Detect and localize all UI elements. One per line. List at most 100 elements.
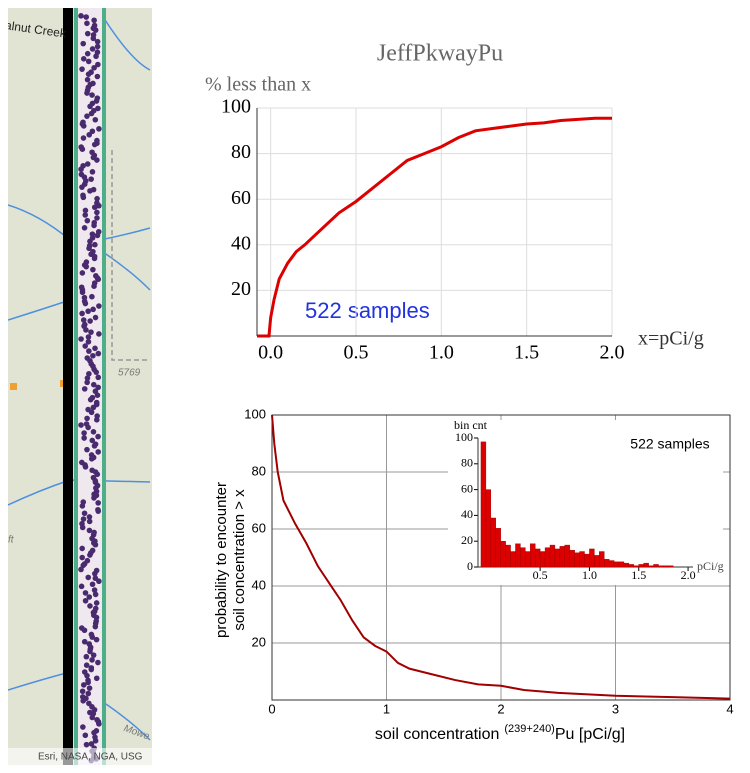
- sample-dot: [94, 232, 101, 239]
- y-tick-label: 100: [221, 96, 251, 118]
- sample-dot: [91, 17, 97, 24]
- sample-dot: [90, 266, 96, 273]
- sample-dot: [91, 255, 98, 262]
- histogram-bar: [648, 565, 654, 568]
- histogram-bar: [559, 546, 565, 568]
- sample-dot: [84, 20, 90, 27]
- map-label: 5769: [118, 368, 141, 379]
- histogram-bar: [549, 544, 556, 568]
- histogram-bar: [544, 547, 551, 568]
- sample-dot: [92, 314, 99, 321]
- sample-dot: [80, 194, 87, 201]
- sample-dot: [87, 188, 93, 194]
- map: Walnut Creek 5769 ft Mowe Esri, NASA, NG…: [8, 8, 152, 765]
- sample-dot: [95, 449, 101, 455]
- histogram-bar: [599, 551, 605, 568]
- histogram-bar: [480, 441, 487, 568]
- sample-dot: [84, 375, 91, 381]
- sample-dot: [87, 603, 93, 609]
- sample-dot: [88, 329, 94, 335]
- histogram-bar: [490, 517, 496, 568]
- sample-dot: [95, 276, 102, 283]
- x-tick-label: 1.5: [514, 342, 539, 364]
- sample-dot: [80, 55, 87, 62]
- x-tick-label: 1.0: [429, 342, 454, 364]
- y-tick-label: 80: [461, 456, 473, 470]
- x-axis-label-part: Pu [pCi/g]: [555, 726, 625, 743]
- y-tick-label: 20: [231, 278, 251, 300]
- sample-dot: [89, 657, 95, 663]
- sample-dot: [94, 157, 100, 163]
- sample-dot: [79, 184, 85, 190]
- sample-dot: [93, 636, 100, 643]
- sample-dot: [94, 73, 101, 80]
- sample-dot: [84, 379, 90, 386]
- sample-dot: [94, 209, 100, 216]
- sample-dot: [96, 578, 102, 585]
- sample-dot: [94, 38, 101, 45]
- sample-dot: [79, 310, 85, 317]
- stream: [8, 11, 151, 741]
- sample-dot: [92, 116, 99, 123]
- sample-dot: [89, 46, 96, 52]
- sample-dot: [79, 270, 86, 276]
- sample-dot: [95, 105, 101, 112]
- sample-dot: [86, 245, 92, 252]
- y-axis-label: % less than x: [205, 74, 311, 96]
- sample-dot: [91, 204, 98, 211]
- y-axis-label: soil concentration > x: [231, 489, 248, 631]
- sample-dot: [87, 238, 93, 245]
- x-tick-label: 3: [612, 701, 619, 716]
- histogram-bar: [628, 564, 635, 568]
- sample-dot: [90, 404, 97, 411]
- histogram-bar: [663, 565, 669, 568]
- sample-dot: [80, 317, 87, 323]
- sample-dot: [92, 27, 99, 33]
- histogram-bar: [584, 553, 590, 568]
- y-tick-label: 20: [461, 533, 473, 547]
- sample-dot: [90, 428, 97, 435]
- histogram-bar: [495, 528, 501, 568]
- sample-dot: [80, 516, 87, 522]
- sample-dot: [91, 283, 97, 289]
- sample-dot: [86, 594, 93, 600]
- sample-dot: [87, 552, 93, 558]
- sample-dot: [92, 570, 98, 577]
- histogram-bar: [668, 565, 674, 568]
- sample-dot: [94, 392, 101, 399]
- sample-dot: [92, 737, 99, 744]
- sample-dot: [96, 303, 102, 309]
- sample-dot: [81, 430, 87, 436]
- sample-dot: [95, 433, 101, 440]
- histogram-bar: [554, 548, 561, 568]
- sample-dot: [86, 131, 93, 138]
- sample-dot: [82, 343, 89, 349]
- sample-dot: [84, 161, 91, 167]
- histogram-bar: [638, 564, 644, 568]
- sample-dot: [80, 123, 87, 129]
- histogram-bar: [653, 564, 659, 568]
- x-axis-label-part: soil concentration: [375, 726, 500, 743]
- sample-dot: [91, 443, 98, 449]
- sample-dot: [80, 562, 87, 569]
- histogram-bar: [515, 543, 521, 568]
- histogram-bar: [574, 552, 580, 568]
- sample-dot: [87, 318, 93, 324]
- sample-dot: [95, 350, 102, 357]
- road-edge: [74, 8, 78, 765]
- y-tick-label: 40: [461, 507, 473, 521]
- y-axis-label: probability to encounter: [213, 482, 230, 638]
- sample-dot: [96, 721, 102, 727]
- road: [111, 150, 150, 361]
- x-tick-label: 0.5: [343, 342, 368, 364]
- sample-dot: [93, 675, 100, 682]
- sample-dot: [88, 409, 95, 416]
- sample-dot: [82, 597, 89, 604]
- sample-dot: [87, 103, 93, 110]
- y-tick-label: 60: [252, 520, 266, 535]
- sample-dot: [82, 464, 89, 470]
- sample-dot: [83, 14, 90, 20]
- x-tick-label: 2.0: [681, 568, 696, 582]
- histogram-bar: [594, 555, 600, 568]
- sample-dot: [86, 514, 93, 520]
